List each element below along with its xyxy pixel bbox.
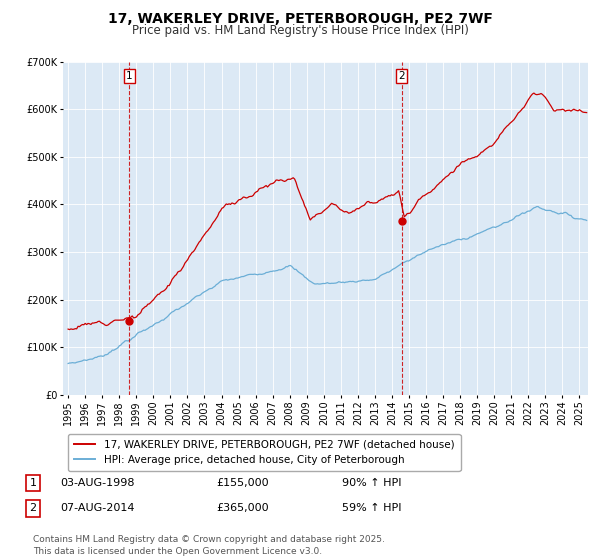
Text: 1: 1 [126, 71, 133, 81]
Text: 07-AUG-2014: 07-AUG-2014 [60, 503, 134, 514]
Text: £365,000: £365,000 [216, 503, 269, 514]
Legend: 17, WAKERLEY DRIVE, PETERBOROUGH, PE2 7WF (detached house), HPI: Average price, : 17, WAKERLEY DRIVE, PETERBOROUGH, PE2 7W… [68, 433, 461, 471]
Text: 2: 2 [29, 503, 37, 514]
Text: 2: 2 [398, 71, 405, 81]
Text: £155,000: £155,000 [216, 478, 269, 488]
Text: Contains HM Land Registry data © Crown copyright and database right 2025.
This d: Contains HM Land Registry data © Crown c… [33, 535, 385, 556]
Text: 1: 1 [29, 478, 37, 488]
Text: Price paid vs. HM Land Registry's House Price Index (HPI): Price paid vs. HM Land Registry's House … [131, 24, 469, 37]
Text: 03-AUG-1998: 03-AUG-1998 [60, 478, 134, 488]
Text: 90% ↑ HPI: 90% ↑ HPI [342, 478, 401, 488]
Text: 17, WAKERLEY DRIVE, PETERBOROUGH, PE2 7WF: 17, WAKERLEY DRIVE, PETERBOROUGH, PE2 7W… [107, 12, 493, 26]
Text: 59% ↑ HPI: 59% ↑ HPI [342, 503, 401, 514]
